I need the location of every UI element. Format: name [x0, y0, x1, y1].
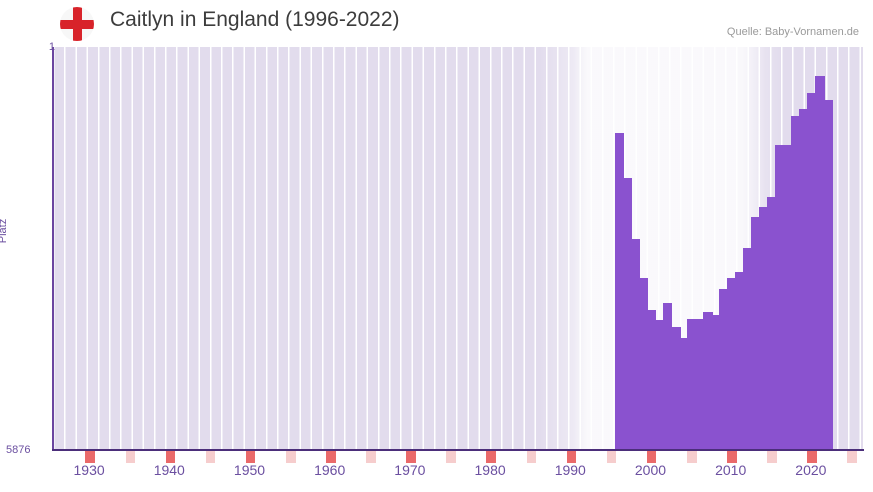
- x-tick-major: [165, 451, 176, 463]
- x-tick-minor: [686, 451, 697, 463]
- bar: [638, 278, 649, 450]
- x-tick-major: [245, 451, 256, 463]
- bar: [735, 271, 745, 450]
- bar: [670, 327, 681, 450]
- y-axis-title: Platz: [0, 218, 10, 244]
- bar: [686, 318, 697, 450]
- x-tick-major: [326, 451, 336, 463]
- x-axis-tick-marks: [53, 451, 863, 463]
- x-axis-tick-label: 1980: [474, 462, 506, 478]
- bar: [815, 76, 825, 450]
- x-axis-line: [52, 449, 864, 451]
- y-axis-top-tick-label: 1: [48, 41, 55, 53]
- bar-series: [53, 47, 863, 450]
- x-axis-tick-label: 2010: [715, 462, 747, 478]
- chart-title: Caitlyn in England (1996-2022): [110, 8, 400, 31]
- x-tick-minor: [606, 451, 617, 463]
- x-axis-tick-label: 2000: [634, 462, 667, 478]
- bar: [775, 145, 785, 450]
- bar: [622, 177, 633, 450]
- bar: [630, 239, 641, 450]
- bar: [799, 108, 809, 450]
- x-tick-major: [85, 451, 96, 463]
- bar: [751, 217, 761, 450]
- bar: [614, 133, 625, 450]
- y-axis-bottom-tick-label: 5876: [6, 444, 31, 456]
- chart-header: Caitlyn in England (1996-2022) Quelle: B…: [0, 0, 873, 47]
- x-tick-major: [807, 451, 817, 463]
- bar: [807, 92, 817, 450]
- bar: [703, 311, 713, 450]
- x-tick-minor: [767, 451, 777, 463]
- x-axis-tick-label: 1960: [314, 462, 346, 478]
- x-axis-tick-label: 1950: [233, 462, 266, 478]
- flag-cross-vertical: [72, 7, 82, 41]
- x-tick-major: [727, 451, 737, 463]
- bar: [791, 115, 801, 450]
- x-tick-minor: [446, 451, 456, 463]
- bar: [719, 289, 729, 450]
- bar: [662, 302, 673, 450]
- x-axis-tick-label: 1990: [554, 462, 586, 478]
- bar: [694, 318, 705, 450]
- bar: [711, 315, 721, 450]
- bar: [783, 145, 793, 450]
- england-flag-icon: [60, 7, 94, 41]
- x-tick-major: [486, 451, 497, 463]
- x-tick-minor: [125, 451, 136, 463]
- bar: [727, 278, 737, 450]
- x-tick-minor: [526, 451, 537, 463]
- x-tick-major: [566, 451, 577, 463]
- x-tick-minor: [205, 451, 216, 463]
- x-tick-major: [406, 451, 416, 463]
- x-axis-tick-label: 1930: [73, 462, 105, 478]
- x-tick-major: [646, 451, 657, 463]
- bar: [743, 247, 753, 450]
- x-axis-tick-label: 1940: [153, 462, 185, 478]
- source-attribution: Quelle: Baby-Vornamen.de: [726, 26, 859, 38]
- y-axis-line: [52, 47, 54, 450]
- x-axis-tick-label: 1970: [394, 462, 426, 478]
- bar: [767, 197, 777, 450]
- plot-area: [53, 47, 863, 450]
- bar: [823, 100, 833, 450]
- bar: [759, 207, 769, 450]
- x-tick-minor: [366, 451, 376, 463]
- bar: [646, 309, 657, 450]
- bar: [678, 338, 689, 450]
- x-tick-minor: [847, 451, 857, 463]
- x-axis-tick-label: 2020: [795, 462, 827, 478]
- bar: [654, 319, 665, 450]
- x-tick-minor: [285, 451, 296, 463]
- x-axis-tick-labels: 1930 1940 1950 1960 1970 1980 1990 2000 2010 2020: [0, 462, 873, 488]
